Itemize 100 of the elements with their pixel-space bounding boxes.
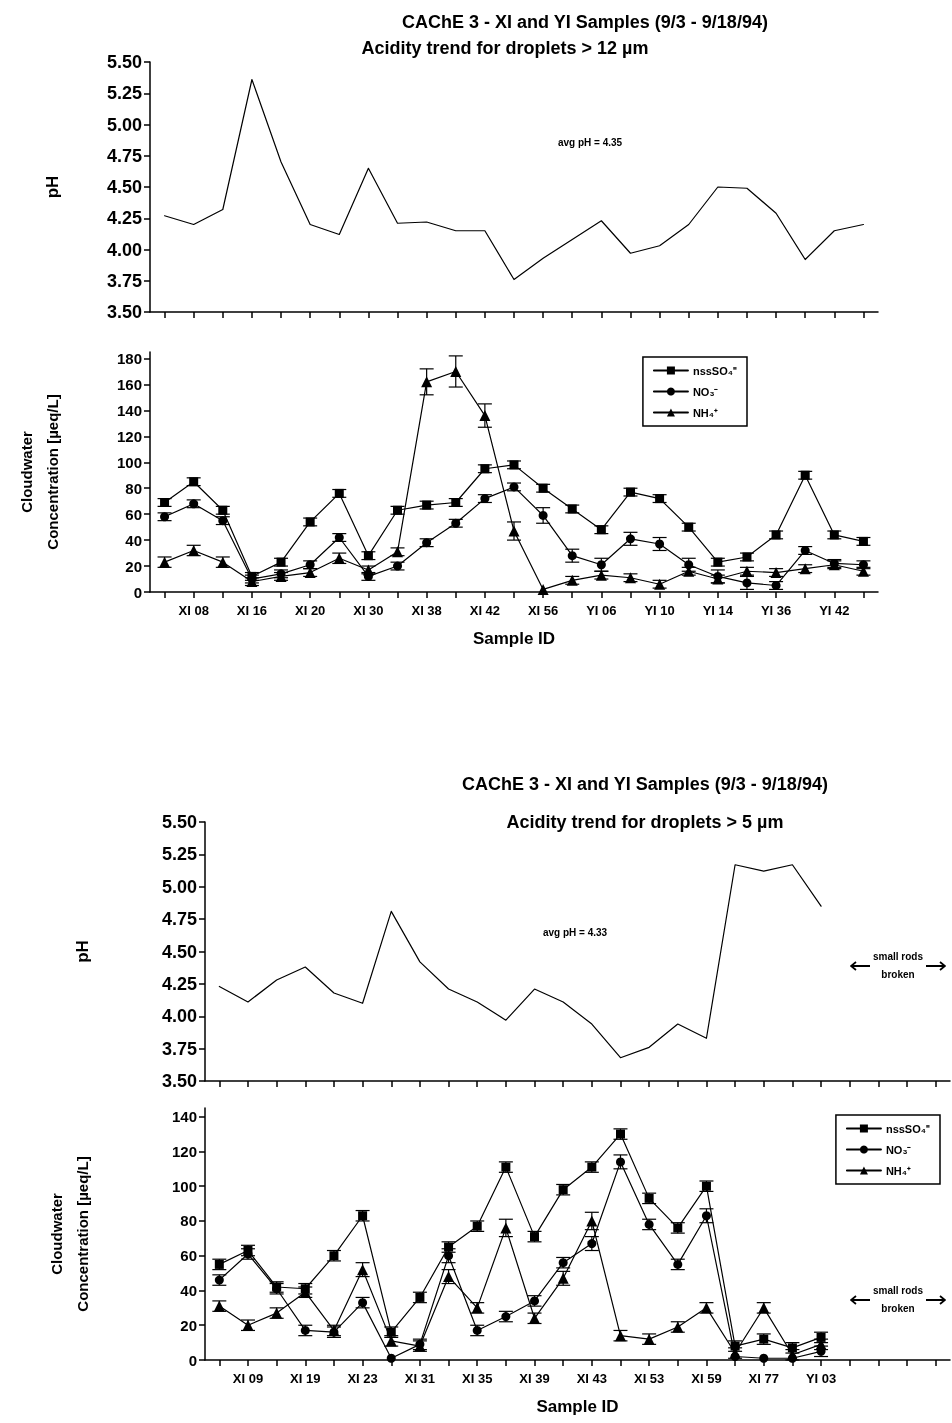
- y-tick-label: 140: [116, 401, 142, 419]
- point: [393, 505, 403, 515]
- chart-title: CAChE 3 - XI and YI Samples (9/3 - 9/18/94): [402, 12, 768, 32]
- x-tick-label: YI 42: [819, 603, 850, 618]
- point: [538, 510, 548, 520]
- y-tick-label: 3.75: [106, 270, 142, 291]
- point: [393, 561, 403, 571]
- point: [500, 1222, 512, 1234]
- y-tick-label: 4.75: [106, 145, 142, 166]
- point: [625, 487, 635, 497]
- y-tick-label: 4.50: [106, 177, 142, 197]
- y-axis-title: pH: [72, 940, 92, 963]
- y-tick-label: 5.50: [161, 812, 197, 832]
- point: [530, 1296, 540, 1306]
- x-tick-label: XI 42: [469, 603, 501, 618]
- x-axis-title: Sample ID: [472, 629, 556, 648]
- y-axis-title: Cloudwater Concentration [µeq/L]: [17, 394, 61, 550]
- x-tick-label: YI 03: [805, 1371, 837, 1386]
- x-tick-label: YI 06: [586, 603, 617, 618]
- y-tick-label: 120: [171, 1142, 197, 1160]
- y-tick-label: 0: [133, 583, 142, 601]
- x-tick-label: XI 53: [633, 1371, 665, 1386]
- x-tick-label: XI 39: [519, 1371, 550, 1386]
- y-tick-label: 3.75: [161, 1038, 197, 1059]
- x-tick-label: YI 14: [702, 603, 734, 618]
- y-tick-label: 100: [116, 453, 142, 471]
- y-axis-title: Cloudwater Concentration [µeq/L]: [47, 1156, 91, 1312]
- point: [586, 1215, 598, 1227]
- y-tick-label: 5.25: [106, 83, 142, 104]
- point: [625, 534, 635, 544]
- legend-label: nssSO₄⁼: [692, 364, 737, 377]
- line-series: [163, 78, 865, 281]
- x-tick-label: XI 77: [748, 1371, 779, 1386]
- y-tick-label: 4.00: [161, 1006, 197, 1027]
- point: [421, 376, 433, 388]
- y-tick-label: 3.50: [106, 302, 142, 322]
- point: [508, 525, 520, 537]
- y-tick-label: 80: [125, 479, 142, 497]
- x-tick-label: XI 20: [294, 603, 326, 618]
- legend-label: NH₄⁺: [692, 406, 719, 419]
- y-tick-label: 5.00: [106, 114, 142, 135]
- y-tick-label: 100: [171, 1177, 197, 1195]
- point: [386, 1353, 396, 1363]
- x-tick-label: XI 31: [404, 1371, 436, 1386]
- y-tick-label: 40: [125, 531, 142, 549]
- x-tick-label: YI 36: [760, 603, 792, 618]
- x-tick-label: XI 09: [232, 1371, 264, 1386]
- y-tick-label: 4.25: [161, 973, 197, 994]
- legend-label: NO₃⁻: [692, 385, 719, 398]
- x-tick-label: XI 56: [527, 603, 559, 618]
- annotation: small rods broken: [872, 950, 924, 982]
- point: [160, 512, 170, 522]
- point: [858, 536, 868, 546]
- y-tick-label: 60: [180, 1247, 197, 1265]
- y-tick-label: 60: [125, 505, 142, 523]
- y-tick-label: 120: [116, 427, 142, 445]
- y-tick-label: 3.50: [161, 1071, 197, 1091]
- annotation: small rods broken: [872, 1284, 924, 1316]
- point: [759, 1353, 769, 1363]
- y-tick-label: 20: [180, 1316, 197, 1334]
- y-tick-label: 40: [180, 1281, 197, 1299]
- y-tick-label: 5.00: [161, 876, 197, 897]
- y-tick-label: 20: [125, 557, 142, 575]
- x-tick-label: XI 35: [462, 1371, 493, 1386]
- y-tick-label: 5.50: [106, 52, 142, 72]
- point: [701, 1181, 711, 1191]
- y-axis-title: pH: [42, 175, 62, 199]
- y-tick-label: 140: [171, 1108, 197, 1126]
- x-tick-label: XI 16: [236, 603, 268, 618]
- x-tick-label: XI 30: [353, 603, 384, 618]
- chart-title: CAChE 3 - XI and YI Samples (9/3 - 9/18/94): [462, 774, 828, 794]
- x-tick-label: XI 19: [290, 1371, 321, 1386]
- chart-subtitle: Acidity trend for droplets > 5 µm: [506, 812, 784, 832]
- annotation: avg pH = 4.33: [541, 926, 609, 940]
- y-tick-label: 4.25: [106, 208, 142, 229]
- x-tick-label: XI 43: [576, 1371, 608, 1386]
- x-tick-label: YI 10: [644, 603, 675, 618]
- x-tick-label: XI 23: [347, 1371, 378, 1386]
- point: [537, 583, 549, 595]
- point: [479, 410, 491, 422]
- line-series: [218, 864, 822, 1059]
- y-tick-label: 80: [180, 1212, 197, 1230]
- y-tick-label: 5.25: [161, 844, 197, 865]
- point: [701, 1211, 711, 1221]
- y-tick-label: 4.75: [161, 909, 197, 930]
- point: [615, 1157, 625, 1167]
- y-tick-label: 160: [116, 375, 142, 393]
- legend-label: NO₃⁻: [885, 1143, 912, 1156]
- legend-label: NH₄⁺: [885, 1164, 912, 1177]
- x-tick-label: XI 08: [178, 603, 209, 618]
- point: [858, 560, 868, 570]
- legend-label: nssSO₄⁼: [885, 1122, 930, 1135]
- point: [444, 1251, 454, 1261]
- x-tick-label: XI 59: [691, 1371, 722, 1386]
- y-tick-label: 180: [116, 349, 142, 367]
- x-axis-title: Sample ID: [536, 1397, 619, 1416]
- point: [444, 1242, 454, 1252]
- y-tick-label: 0: [188, 1351, 197, 1369]
- y-tick-label: 4.00: [106, 239, 142, 260]
- y-tick-label: 4.50: [161, 941, 197, 962]
